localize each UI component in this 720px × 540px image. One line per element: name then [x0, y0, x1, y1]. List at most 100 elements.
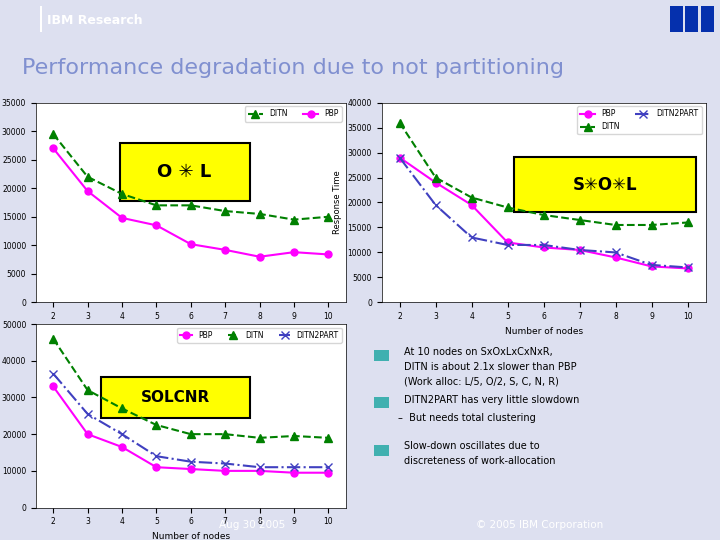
PBP [186, 241, 195, 247]
PBP [289, 469, 298, 476]
DITN2PART [611, 249, 620, 255]
PBP [152, 464, 161, 470]
DITN [611, 222, 620, 228]
Text: O ✳ L: O ✳ L [158, 163, 212, 180]
DITN [539, 212, 548, 218]
Legend: PBP, DITN, DITN2PART: PBP, DITN, DITN2PART [577, 106, 702, 134]
DITN [221, 431, 230, 437]
DITN [683, 219, 692, 226]
DITN [49, 131, 58, 137]
DITN2PART [221, 460, 230, 467]
DITN2PART [117, 431, 126, 437]
PBP [152, 222, 161, 228]
Text: discreteness of work-allocation: discreteness of work-allocation [405, 456, 556, 466]
PBP [324, 469, 333, 476]
PBP [539, 244, 548, 251]
DITN2PART [647, 262, 656, 268]
PBP [84, 188, 92, 194]
DITN [324, 435, 333, 441]
DITN2PART [324, 464, 333, 470]
Text: DITN is about 2.1x slower than PBP: DITN is about 2.1x slower than PBP [405, 362, 577, 372]
PBP [395, 154, 404, 161]
Line: PBP: PBP [50, 145, 332, 260]
Text: DITN2PART has very little slowdown: DITN2PART has very little slowdown [405, 395, 580, 405]
Line: PBP: PBP [396, 154, 691, 272]
PBP [503, 239, 512, 246]
DITN2PART [503, 242, 512, 248]
Line: PBP: PBP [50, 383, 332, 476]
DITN [152, 422, 161, 428]
PBP [117, 215, 126, 221]
DITN2PART [395, 154, 404, 161]
DITN [289, 433, 298, 439]
PBP [186, 466, 195, 472]
Line: DITN2PART: DITN2PART [395, 153, 692, 272]
DITN2PART [683, 264, 692, 271]
Text: (Work alloc: L/5, O/2, S, C, N, R): (Work alloc: L/5, O/2, S, C, N, R) [405, 377, 559, 387]
DITN2PART [289, 464, 298, 470]
Text: –  But needs total clustering: – But needs total clustering [397, 413, 536, 423]
Line: DITN2PART: DITN2PART [49, 369, 333, 471]
PBP [467, 202, 476, 208]
Bar [374, 446, 390, 456]
FancyBboxPatch shape [515, 157, 696, 212]
PBP [256, 253, 264, 260]
Y-axis label: Response Time: Response Time [333, 171, 342, 234]
DITN [289, 217, 298, 223]
FancyBboxPatch shape [120, 143, 250, 200]
DITN [117, 191, 126, 197]
PBP [431, 179, 440, 186]
PBP [49, 383, 58, 390]
PBP [256, 468, 264, 474]
DITN [503, 204, 512, 211]
DITN [256, 435, 264, 441]
Text: Performance degradation due to not partitioning: Performance degradation due to not parti… [22, 57, 564, 78]
DITN [221, 208, 230, 214]
DITN2PART [539, 242, 548, 248]
Text: IBM Research: IBM Research [47, 14, 143, 28]
PBP [49, 145, 58, 152]
X-axis label: Number of nodes: Number of nodes [152, 327, 230, 336]
PBP [117, 444, 126, 450]
Legend: PBP, DITN, DITN2PART: PBP, DITN, DITN2PART [177, 328, 342, 343]
DITN [186, 431, 195, 437]
Legend: DITN, PBP: DITN, PBP [245, 106, 342, 122]
PBP [221, 247, 230, 253]
DITN2PART [186, 458, 195, 465]
Bar [685, 5, 698, 32]
PBP [647, 263, 656, 269]
X-axis label: Number of nodes: Number of nodes [152, 532, 230, 540]
Text: Aug 30 2005: Aug 30 2005 [219, 520, 285, 530]
Text: SOLCNR: SOLCNR [140, 390, 210, 405]
PBP [289, 249, 298, 255]
PBP [611, 254, 620, 261]
PBP [575, 247, 584, 253]
Text: © 2005 IBM Corporation: © 2005 IBM Corporation [477, 520, 603, 530]
DITN [395, 119, 404, 126]
DITN [575, 217, 584, 223]
DITN [117, 405, 126, 411]
DITN2PART [575, 247, 584, 253]
X-axis label: Number of nodes: Number of nodes [505, 327, 582, 336]
DITN2PART [467, 234, 476, 241]
Bar [374, 397, 390, 408]
DITN2PART [152, 453, 161, 460]
Line: DITN: DITN [49, 130, 333, 224]
DITN [256, 211, 264, 217]
PBP [324, 251, 333, 258]
Bar [701, 5, 714, 32]
DITN2PART [256, 464, 264, 470]
PBP [84, 431, 92, 437]
DITN [152, 202, 161, 208]
DITN [186, 202, 195, 208]
PBP [683, 265, 692, 272]
Bar [40, 5, 42, 32]
DITN [84, 173, 92, 180]
Bar [670, 5, 683, 32]
DITN [467, 194, 476, 201]
DITN2PART [49, 370, 58, 377]
Text: At 10 nodes on SxOxLxCxNxR,: At 10 nodes on SxOxLxCxNxR, [405, 347, 553, 357]
Text: S✳O✳L: S✳O✳L [573, 176, 637, 193]
DITN [49, 335, 58, 342]
FancyBboxPatch shape [101, 377, 250, 417]
